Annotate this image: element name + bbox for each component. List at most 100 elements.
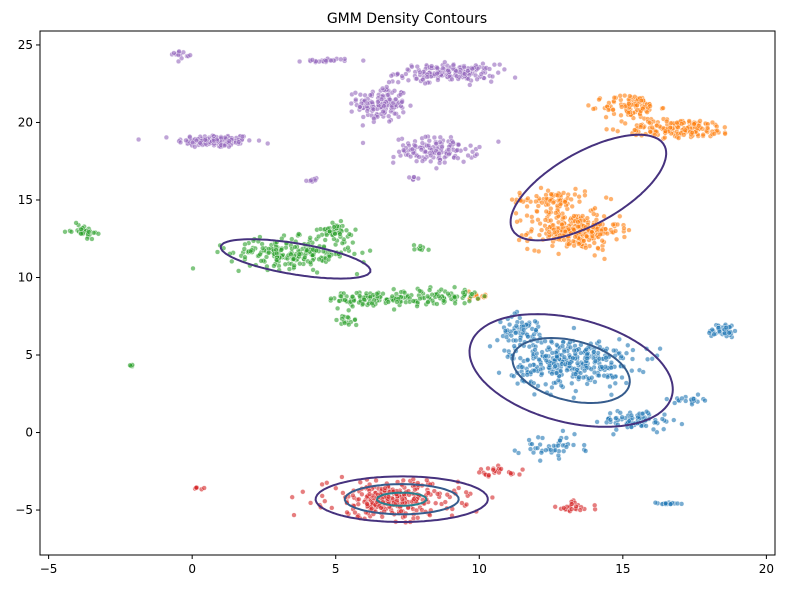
scatter-point — [494, 337, 500, 343]
scatter-point — [341, 236, 347, 243]
y-tick-label: −5 — [15, 503, 33, 517]
scatter-point — [395, 71, 401, 77]
scatter-point — [246, 137, 252, 144]
scatter-point — [527, 362, 533, 369]
scatter-point — [352, 317, 358, 323]
scatter-point — [697, 118, 703, 124]
scatter-point — [265, 140, 271, 147]
scatter-point — [440, 65, 446, 71]
y-tick-label: 0 — [25, 426, 33, 440]
scatter-point — [214, 249, 221, 255]
scatter-point — [222, 142, 228, 149]
scatter-point — [516, 237, 522, 243]
scatter-point — [319, 493, 325, 499]
scatter-point — [548, 447, 554, 453]
scatter-point — [486, 66, 493, 72]
scatter-point — [672, 400, 678, 406]
scatter-point — [425, 293, 431, 299]
scatter-point — [561, 448, 567, 454]
scatter-point — [571, 347, 577, 354]
scatter-point — [591, 349, 597, 355]
scatter-point — [360, 301, 366, 307]
scatter-point — [274, 250, 280, 257]
scatter-point — [597, 231, 603, 238]
scatter-point — [350, 240, 356, 246]
scatter-point — [662, 135, 668, 141]
scatter-point — [356, 496, 362, 502]
scatter-point — [595, 245, 601, 251]
scatter-points — [62, 48, 738, 526]
scatter-point — [537, 442, 543, 448]
scatter-point — [338, 56, 344, 62]
scatter-point — [474, 76, 480, 82]
scatter-point — [417, 288, 423, 294]
scatter-point — [450, 62, 457, 68]
scatter-point — [337, 231, 343, 237]
scatter-point — [470, 149, 476, 155]
scatter-point — [533, 198, 539, 205]
scatter-point — [452, 284, 458, 290]
scatter-point — [136, 136, 142, 143]
scatter-point — [371, 115, 377, 122]
scatter-point — [490, 467, 496, 473]
scatter-point — [594, 419, 600, 425]
scatter-point — [615, 128, 621, 134]
scatter-point — [617, 213, 623, 219]
scatter-point — [603, 419, 610, 426]
scatter-point — [313, 248, 319, 254]
scatter-point — [571, 243, 577, 249]
scatter-point — [242, 241, 248, 247]
scatter-point — [461, 159, 467, 165]
scatter-point — [529, 214, 535, 220]
scatter-point — [501, 348, 508, 354]
scatter-point — [338, 293, 344, 299]
scatter-point — [525, 195, 531, 202]
scatter-point — [289, 494, 295, 500]
scatter-point — [367, 92, 374, 98]
scatter-point — [650, 426, 657, 433]
scatter-point — [554, 342, 560, 348]
scatter-point — [513, 337, 519, 344]
scatter-point — [611, 95, 617, 101]
scatter-point — [297, 261, 303, 267]
scatter-point — [426, 138, 432, 144]
scatter-point — [291, 262, 297, 269]
scatter-point — [528, 228, 534, 234]
scatter-point — [263, 254, 270, 260]
scatter-point — [177, 139, 184, 146]
scatter-point — [605, 107, 612, 113]
scatter-point — [387, 96, 393, 102]
scatter-point — [258, 258, 264, 264]
scatter-point — [316, 233, 322, 240]
scatter-point — [437, 160, 443, 166]
scatter-point — [357, 479, 363, 485]
scatter-point — [629, 368, 635, 374]
scatter-point — [323, 58, 329, 64]
scatter-point — [675, 124, 681, 131]
scatter-point — [616, 336, 622, 342]
scatter-point — [644, 356, 651, 362]
scatter-point — [353, 322, 359, 328]
scatter-point — [248, 248, 254, 254]
scatter-point — [386, 79, 392, 85]
scatter-point — [434, 301, 440, 307]
scatter-point — [469, 65, 475, 72]
scatter-point — [480, 61, 486, 67]
scatter-point — [600, 247, 606, 253]
scatter-point — [560, 428, 566, 434]
scatter-point — [394, 497, 400, 504]
chart-title: GMM Density Contours — [327, 11, 487, 27]
scatter-point — [211, 138, 217, 144]
scatter-point — [260, 245, 266, 251]
scatter-point — [570, 442, 577, 448]
scatter-point — [405, 77, 412, 83]
scatter-point — [399, 496, 405, 502]
scatter-point — [352, 90, 359, 96]
scatter-point — [390, 154, 397, 160]
scatter-point — [543, 447, 549, 453]
scatter-point — [415, 299, 421, 306]
scatter-point — [127, 362, 133, 368]
scatter-point — [575, 224, 581, 230]
scatter-point — [652, 419, 659, 425]
scatter-point — [549, 243, 556, 249]
